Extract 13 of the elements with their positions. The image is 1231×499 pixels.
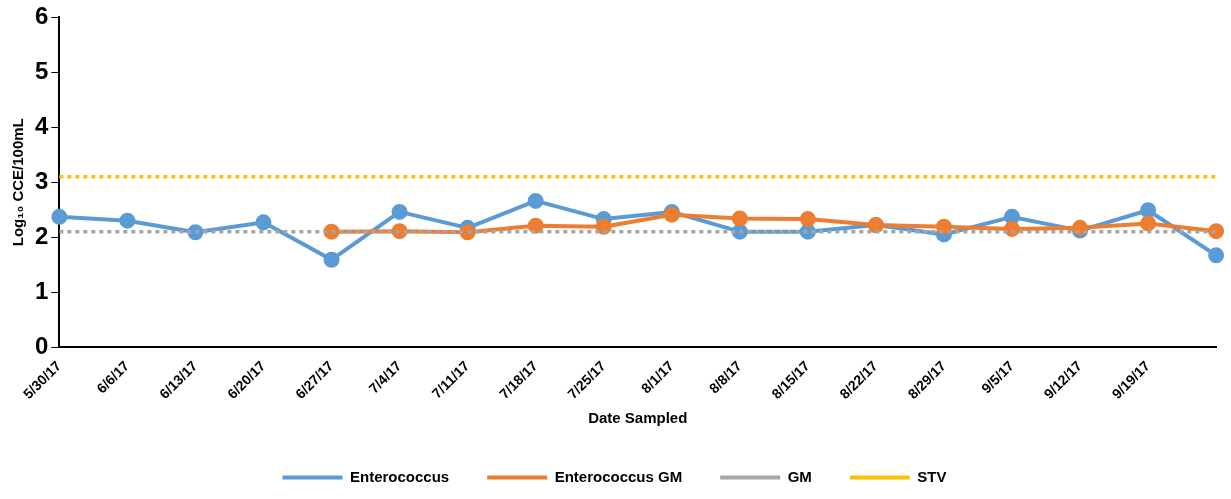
y-tick-label: 6 — [34, 2, 49, 30]
y-axis-title: Log₁₀ CCE/100mL — [9, 118, 27, 247]
legend-label: Enterococcus — [349, 467, 450, 485]
legend-label: Enterococcus GM — [554, 467, 683, 485]
legend-label: STV — [917, 467, 947, 485]
y-tick-label: 5 — [34, 56, 49, 84]
y-tick-label: 3 — [34, 166, 49, 194]
legend-label: GM — [787, 467, 812, 485]
y-tick-label: 0 — [34, 331, 49, 359]
y-tick-label: 1 — [34, 276, 49, 304]
y-tick-label: 2 — [34, 221, 49, 249]
x-axis-title: Date Sampled — [588, 409, 688, 427]
y-tick-label: 4 — [34, 111, 49, 139]
